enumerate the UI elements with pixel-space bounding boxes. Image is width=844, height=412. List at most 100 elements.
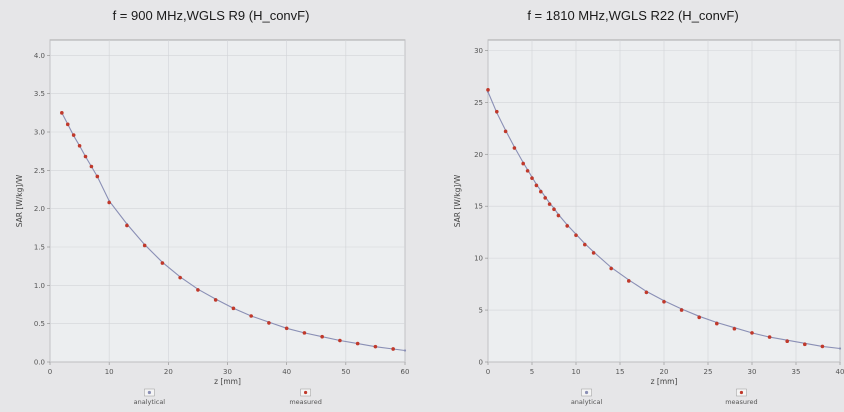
measured-point bbox=[644, 290, 649, 295]
measured-point bbox=[65, 122, 70, 127]
y-tick-label: 0.0 bbox=[34, 359, 45, 367]
measured-point bbox=[552, 207, 556, 212]
measured-point bbox=[556, 213, 561, 218]
measured-point bbox=[196, 288, 200, 292]
x-tick-label: 40 bbox=[282, 368, 291, 376]
legend-marker bbox=[739, 390, 744, 395]
y-tick-label: 3.0 bbox=[34, 129, 45, 137]
measured-point bbox=[125, 223, 129, 228]
measured-point bbox=[338, 338, 342, 343]
analytical-point bbox=[838, 347, 842, 350]
x-axis-label: z [mm] bbox=[214, 377, 241, 386]
y-tick-label: 0.5 bbox=[34, 320, 45, 328]
measured-point bbox=[60, 111, 64, 115]
measured-point bbox=[512, 146, 517, 150]
x-tick-label: 25 bbox=[704, 368, 713, 376]
y-tick-label: 25 bbox=[474, 99, 483, 107]
measured-point bbox=[521, 161, 525, 166]
chart-svg-1810mhz: 0 5 10 15 20 25 30 35 40 0 5 10 15 20 25 30 z [mm] SAR [W… bbox=[453, 39, 844, 406]
measured-point bbox=[525, 169, 530, 173]
measured-point bbox=[486, 88, 490, 92]
legend-label: analytical bbox=[134, 398, 166, 406]
y-tick-label: 20 bbox=[474, 151, 483, 159]
y-tick-label: 1.0 bbox=[34, 282, 45, 290]
measured-point bbox=[213, 298, 218, 302]
measured-point bbox=[583, 242, 587, 247]
measured-point bbox=[543, 196, 547, 200]
measured-point bbox=[565, 224, 569, 228]
measured-point bbox=[785, 339, 789, 344]
legend-marker bbox=[584, 390, 589, 395]
measured-point bbox=[83, 154, 88, 159]
measured-point bbox=[503, 129, 508, 134]
y-axis-label: SAR [W/kg]/W bbox=[15, 174, 24, 227]
y-tick-label: 1.5 bbox=[34, 244, 45, 252]
chart-panel-1810mhz: f = 1810 MHz,WGLS R22 (H_convF) 0 5 10 15 20… bbox=[422, 0, 844, 412]
x-tick-label: 20 bbox=[660, 368, 669, 376]
measured-point bbox=[750, 331, 754, 335]
legend-marker bbox=[147, 390, 151, 395]
legend-marker bbox=[304, 390, 308, 395]
y-tick-label: 2.5 bbox=[34, 167, 45, 175]
measured-point bbox=[320, 334, 324, 339]
measured-point bbox=[249, 314, 253, 318]
x-tick-label: 0 bbox=[48, 368, 52, 376]
measured-point bbox=[697, 315, 701, 320]
measured-point bbox=[715, 321, 719, 326]
x-tick-label: 0 bbox=[486, 368, 490, 376]
x-tick-label: 60 bbox=[401, 368, 410, 376]
y-tick-label: 0 bbox=[479, 359, 483, 367]
x-tick-label: 10 bbox=[572, 368, 581, 376]
chart-title: f = 900 MHz,WGLS R9 (H_convF) bbox=[112, 8, 310, 23]
measured-point bbox=[178, 275, 182, 280]
measured-point bbox=[627, 279, 631, 283]
measured-point bbox=[732, 326, 737, 331]
x-tick-label: 50 bbox=[341, 368, 350, 376]
measured-point bbox=[609, 266, 613, 271]
measured-point bbox=[679, 308, 684, 312]
x-tick-label: 30 bbox=[223, 368, 232, 376]
measured-point bbox=[820, 344, 825, 349]
measured-point bbox=[803, 342, 807, 347]
measured-point bbox=[77, 144, 82, 148]
measured-point bbox=[373, 344, 378, 349]
measured-point bbox=[267, 321, 271, 325]
x-tick-label: 10 bbox=[105, 368, 114, 376]
legend-label: measured bbox=[289, 398, 321, 406]
chart-panel-900mhz: f = 900 MHz,WGLS R9 (H_convF) 0 10 20 30 40 5… bbox=[15, 8, 410, 406]
analytical-point bbox=[403, 349, 407, 352]
x-tick-label: 5 bbox=[530, 368, 534, 376]
y-tick-label: 2.0 bbox=[34, 205, 45, 213]
x-tick-label: 20 bbox=[164, 368, 173, 376]
x-axis-label: z [mm] bbox=[651, 377, 678, 386]
legend-label: measured bbox=[725, 398, 757, 406]
y-tick-label: 3.5 bbox=[34, 90, 45, 98]
measured-point bbox=[574, 233, 578, 238]
measured-point bbox=[71, 133, 76, 137]
measured-point bbox=[662, 299, 666, 304]
measured-point bbox=[539, 189, 543, 194]
y-tick-label: 30 bbox=[474, 47, 483, 55]
measured-point bbox=[284, 326, 289, 331]
measured-point bbox=[767, 335, 772, 339]
y-tick-label: 15 bbox=[474, 203, 483, 211]
y-tick-label: 4.0 bbox=[34, 52, 45, 60]
chart-title: f = 1810 MHz,WGLS R22 (H_convF) bbox=[527, 8, 739, 23]
x-tick-label: 15 bbox=[616, 368, 625, 376]
x-tick-label: 30 bbox=[748, 368, 757, 376]
y-tick-label: 10 bbox=[474, 255, 483, 263]
measured-point bbox=[391, 347, 395, 351]
chart-svg-900mhz: 0 10 20 30 40 50 60 0.0 0.5 1.0 1.5 2.0 2.5 3.0 3.5 4.0… bbox=[15, 39, 410, 406]
y-axis-label: SAR [W/kg]/W bbox=[453, 174, 462, 227]
measured-point bbox=[302, 331, 307, 335]
legend-label: analytical bbox=[571, 398, 603, 406]
measured-point bbox=[142, 243, 147, 248]
measured-point bbox=[107, 200, 111, 205]
measured-point bbox=[591, 251, 596, 255]
measured-point bbox=[547, 202, 552, 206]
measured-point bbox=[530, 176, 534, 180]
measured-point bbox=[89, 164, 94, 169]
measured-point bbox=[534, 183, 539, 188]
measured-point bbox=[495, 109, 499, 114]
measured-point bbox=[355, 341, 360, 346]
